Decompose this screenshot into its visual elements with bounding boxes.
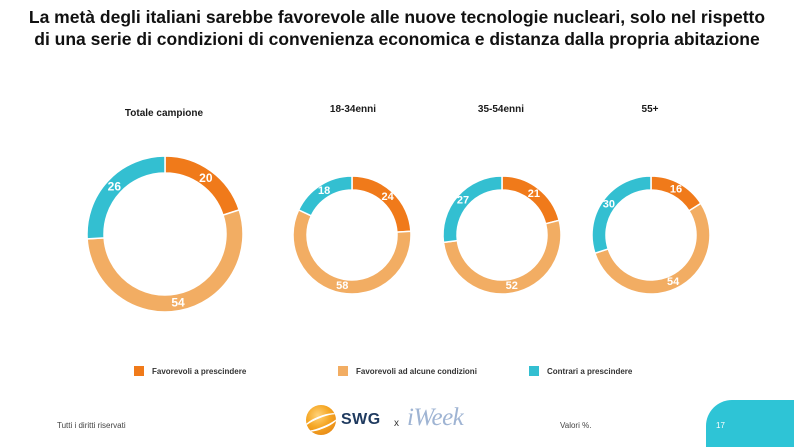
footer-rights: Tutti i diritti riservati (57, 421, 126, 430)
donut-55-plus-label-favorevoli-condizioni: 54 (667, 276, 680, 288)
donut-35-54-label-favorevoli-condizioni: 52 (506, 280, 518, 292)
chart-title-35-54: 35-54enni (477, 104, 525, 115)
donut-totale-label-contrari: 26 (108, 179, 122, 193)
page-number: 17 (716, 421, 725, 430)
donut-totale-label-favorevoli-condizioni: 54 (171, 295, 185, 309)
chart-title-18-34: 18-34enni (329, 104, 377, 115)
legend-item-favorevoli-prescindere: Favorevoli a prescindere (134, 366, 246, 376)
iweek-logo: iWeek (407, 404, 464, 431)
donut-totale-slice-favorevoli-prescindere (164, 155, 241, 217)
donut-55-plus-slice-contrari (591, 175, 652, 255)
legend-label-favorevoli-prescindere: Favorevoli a prescindere (152, 366, 247, 376)
title-line-1: La metà degli italiani sarebbe favorevol… (28, 7, 766, 27)
donut-35-54-slice-contrari (442, 175, 503, 244)
title-line-2: di una serie di condizioni di convenienz… (34, 29, 760, 49)
donut-18-34-slice-favorevoli-condizioni (292, 208, 412, 295)
chart-title-totale: Totale campione (124, 108, 204, 119)
legend-swatch-favorevoli-prescindere (134, 366, 144, 376)
swg-logo-text: SWG (341, 411, 381, 428)
donut-55-plus-label-contrari: 30 (603, 198, 615, 210)
logo-separator: x (394, 418, 399, 429)
chart-title-55-plus: 55+ (641, 104, 659, 115)
legend-swatch-contrari (529, 366, 539, 376)
donut-18-34-label-contrari: 18 (318, 185, 330, 197)
donut-totale-slice-contrari (86, 155, 166, 240)
donut-18-34-label-favorevoli-prescindere: 24 (381, 191, 394, 203)
legend-swatch-favorevoli-condizioni (338, 366, 348, 376)
legend-label-contrari: Contrari a prescindere (547, 366, 633, 376)
donut-totale-slice-favorevoli-condizioni (86, 208, 244, 313)
swg-logo: SWG (306, 405, 381, 435)
footer-note: Valori %. (560, 421, 592, 430)
donut-18-34-slice-favorevoli-prescindere (351, 175, 412, 233)
donut-18-34-slice-contrari (297, 175, 353, 217)
page-title: La metà degli italiani sarebbe favorevol… (0, 6, 794, 50)
swg-globe-icon (306, 405, 336, 435)
donut-35-54-label-favorevoli-prescindere: 21 (528, 188, 540, 200)
donut-18-34-label-favorevoli-condizioni: 58 (336, 280, 348, 292)
donut-55-plus-slice-favorevoli-condizioni (593, 202, 711, 295)
corner-decoration (706, 400, 794, 447)
donut-35-54-label-contrari: 27 (457, 195, 469, 207)
donut-55-plus-label-favorevoli-prescindere: 16 (670, 183, 682, 195)
legend-item-contrari: Contrari a prescindere (529, 366, 632, 376)
donut-totale-label-favorevoli-prescindere: 20 (199, 171, 213, 185)
legend-item-favorevoli-condizioni: Favorevoli ad alcune condizioni (338, 366, 477, 376)
donut-35-54-slice-favorevoli-condizioni (442, 219, 562, 295)
legend-label-favorevoli-condizioni: Favorevoli ad alcune condizioni (356, 366, 477, 376)
